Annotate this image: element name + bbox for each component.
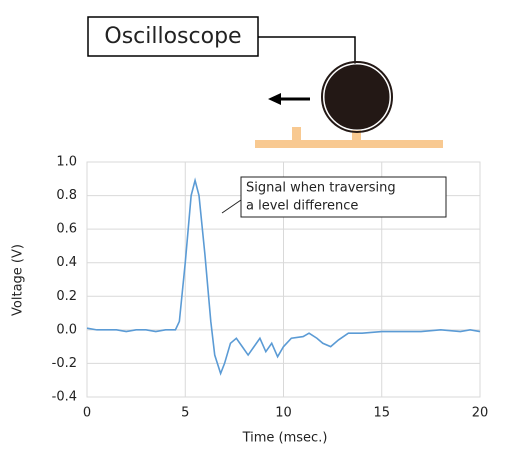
- wheel: [323, 63, 391, 131]
- y-tick-label: 0.0: [56, 322, 77, 337]
- wheel-rim: [321, 61, 393, 133]
- y-tick-label: -0.4: [52, 390, 77, 405]
- y-tick-label: 0.8: [56, 188, 77, 203]
- y-tick-label: 0.2: [56, 289, 77, 304]
- annotation-leader: [221, 199, 242, 214]
- x-axis-title: Time (msec.): [242, 431, 328, 446]
- annotation-text: Signal when traversing: [246, 181, 396, 196]
- y-axis-title: Voltage (V): [11, 244, 26, 316]
- x-tick-label: 15: [373, 406, 390, 421]
- oscilloscope-label: Oscilloscope: [104, 24, 241, 49]
- x-tick-label: 0: [83, 406, 91, 421]
- y-tick-label: 0.6: [56, 222, 77, 237]
- signal-line: [86, 177, 481, 376]
- annotation-box: [240, 176, 447, 218]
- x-tick-label: 10: [275, 406, 292, 421]
- y-tick-label: 1.0: [56, 155, 77, 170]
- y-tick-label: -0.2: [52, 356, 77, 371]
- wheel-post: [352, 128, 361, 141]
- x-tick-label: 5: [181, 406, 189, 421]
- probe-wire: [258, 36, 356, 64]
- step: [292, 127, 301, 141]
- arrow-head: [268, 93, 281, 105]
- x-tick-label: 20: [472, 406, 489, 421]
- oscilloscope-box: [87, 16, 259, 57]
- y-tick-label: 0.4: [56, 255, 77, 270]
- floor: [255, 140, 443, 148]
- annotation-text: a level difference: [246, 199, 358, 214]
